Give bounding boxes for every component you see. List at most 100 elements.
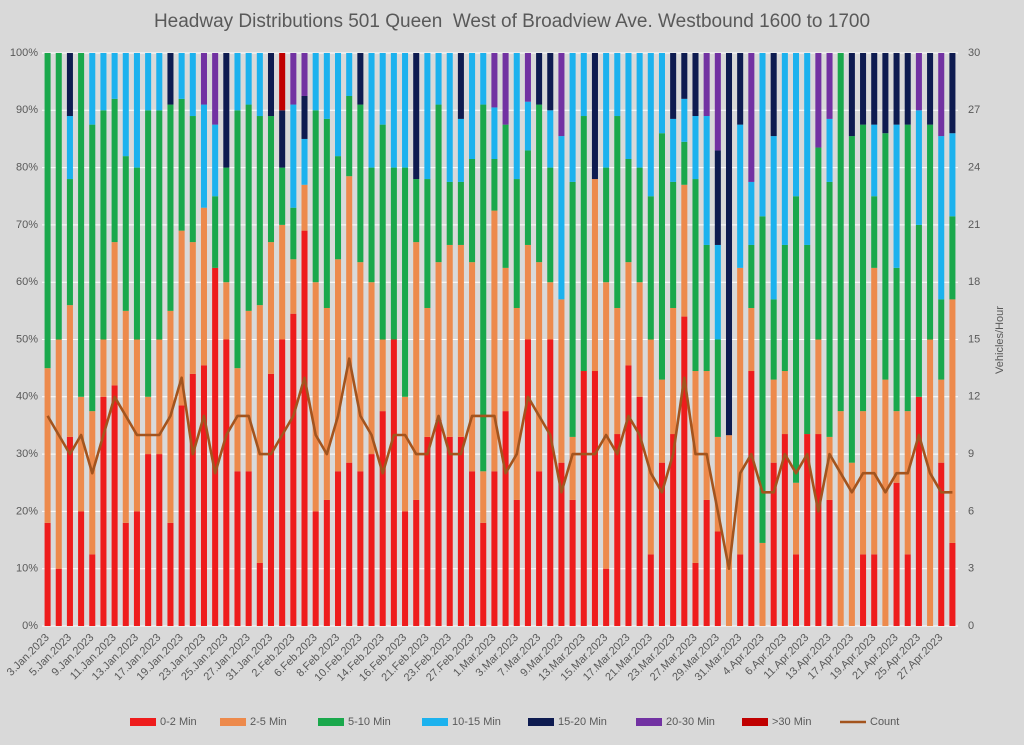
bar-segment bbox=[435, 262, 442, 420]
bar-segment bbox=[66, 305, 73, 437]
bar-segment bbox=[480, 104, 487, 472]
bar-segment bbox=[569, 499, 576, 626]
bar-segment bbox=[714, 244, 721, 340]
bar-segment bbox=[815, 147, 822, 340]
bar-segment bbox=[301, 230, 308, 626]
bar-segment bbox=[457, 181, 464, 245]
bar-segment bbox=[703, 371, 710, 500]
bar-segment bbox=[647, 554, 654, 626]
bar-segment bbox=[949, 216, 956, 300]
bar-segment bbox=[793, 196, 800, 483]
y-tick-label: 70% bbox=[16, 219, 38, 231]
y2-tick-label: 6 bbox=[968, 505, 974, 517]
bar-segment bbox=[826, 53, 833, 119]
bar-segment bbox=[44, 53, 51, 369]
bar-segment bbox=[904, 124, 911, 412]
bar-segment bbox=[200, 207, 207, 366]
bar-segment bbox=[703, 53, 710, 117]
bar-segment bbox=[491, 53, 498, 108]
bar-segment bbox=[446, 436, 453, 626]
y-tick-label: 0% bbox=[22, 620, 38, 632]
bar-segment bbox=[547, 110, 554, 168]
bar-segment bbox=[234, 110, 241, 369]
y2-tick-label: 18 bbox=[968, 276, 980, 288]
bar-segment bbox=[915, 396, 922, 626]
bar-segment bbox=[938, 379, 945, 463]
bar-segment bbox=[603, 568, 610, 626]
bar-segment bbox=[390, 339, 397, 626]
bar-segment bbox=[949, 53, 956, 134]
bar-segment bbox=[949, 299, 956, 543]
legend-swatch bbox=[636, 718, 662, 726]
y2-tick-label: 12 bbox=[968, 391, 980, 403]
bar-segment bbox=[402, 511, 409, 626]
bar-segment bbox=[156, 110, 163, 340]
bar-segment bbox=[748, 307, 755, 372]
bar-segment bbox=[368, 167, 375, 283]
legend-swatch bbox=[130, 718, 156, 726]
bar-segment bbox=[480, 471, 487, 523]
bar-segment bbox=[536, 104, 543, 263]
y-tick-label: 20% bbox=[16, 505, 38, 517]
bar-segment bbox=[714, 53, 721, 151]
bar-segment bbox=[279, 339, 286, 626]
y2-tick-label: 24 bbox=[968, 162, 980, 174]
bar-segment bbox=[189, 373, 196, 626]
bar-segment bbox=[357, 53, 364, 105]
legend-label: 20-30 Min bbox=[666, 716, 715, 728]
bar-segment bbox=[256, 562, 263, 626]
bar-segment bbox=[748, 181, 755, 245]
bar-segment bbox=[580, 116, 587, 372]
bar-segment bbox=[368, 53, 375, 168]
y2-tick-label: 30 bbox=[968, 47, 980, 59]
bar-segment bbox=[569, 436, 576, 500]
bar-segment bbox=[681, 141, 688, 185]
bar-segment bbox=[267, 116, 275, 243]
bar-segment bbox=[759, 216, 766, 543]
y-tick-label: 10% bbox=[16, 563, 38, 575]
bar-segment bbox=[703, 116, 710, 245]
bar-segment bbox=[44, 522, 51, 626]
bar-segment bbox=[156, 53, 163, 111]
bar-segment bbox=[591, 179, 598, 372]
bar-segment bbox=[178, 230, 185, 406]
bar-segment bbox=[346, 95, 353, 177]
legend-label: Count bbox=[870, 716, 899, 728]
bar-segment bbox=[658, 53, 665, 134]
bar-segment bbox=[66, 436, 73, 626]
bar-segment bbox=[402, 167, 409, 397]
bar-segment bbox=[145, 110, 152, 397]
bar-segment bbox=[826, 118, 833, 182]
bar-segment bbox=[793, 53, 800, 197]
bar-segment bbox=[569, 181, 576, 437]
bar-segment bbox=[804, 244, 811, 435]
bar-segment bbox=[692, 116, 699, 180]
legend-label: 10-15 Min bbox=[452, 716, 501, 728]
bar-segment bbox=[335, 53, 342, 157]
bar-segment bbox=[145, 396, 152, 455]
bar-segment bbox=[301, 95, 308, 139]
bar-segment bbox=[636, 282, 643, 397]
bar-segment bbox=[189, 242, 196, 374]
bar-segment bbox=[78, 53, 85, 397]
bar-segment bbox=[614, 434, 621, 626]
y2-tick-label: 21 bbox=[968, 219, 980, 231]
bar-segment bbox=[647, 339, 654, 555]
bar-segment bbox=[122, 156, 129, 311]
bar-segment bbox=[871, 196, 878, 268]
bar-segment bbox=[681, 98, 688, 142]
bar-segment bbox=[949, 542, 956, 626]
bar-segment bbox=[759, 542, 766, 626]
bar-segment bbox=[78, 511, 85, 626]
bar-segment bbox=[569, 53, 576, 182]
bar-segment bbox=[770, 379, 777, 463]
bar-segment bbox=[133, 167, 140, 340]
legend-label: 5-10 Min bbox=[348, 716, 391, 728]
bar-segment bbox=[413, 499, 420, 626]
bar-segment bbox=[156, 454, 163, 626]
bar-segment bbox=[524, 101, 531, 151]
bar-segment bbox=[614, 307, 621, 435]
legend-swatch bbox=[220, 718, 246, 726]
bar-segment bbox=[390, 53, 397, 168]
bar-segment bbox=[491, 107, 498, 160]
